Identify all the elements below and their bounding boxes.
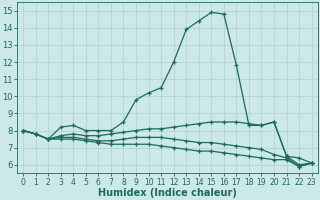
X-axis label: Humidex (Indice chaleur): Humidex (Indice chaleur) [98, 188, 237, 198]
